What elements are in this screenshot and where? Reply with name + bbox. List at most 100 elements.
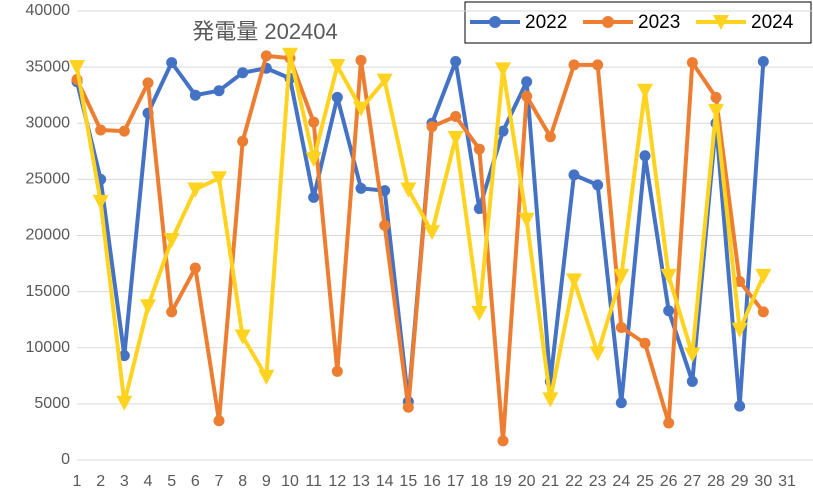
x-tick-label: 15 xyxy=(399,473,417,490)
x-tick-label: 28 xyxy=(707,473,725,490)
data-point xyxy=(92,194,109,210)
data-point xyxy=(637,83,653,99)
data-point xyxy=(305,152,322,168)
x-tick-label: 7 xyxy=(215,473,224,490)
data-point xyxy=(639,337,651,349)
data-point xyxy=(589,346,606,362)
x-tick-label: 4 xyxy=(144,473,153,490)
data-point xyxy=(237,135,249,147)
x-tick-label: 17 xyxy=(447,473,465,490)
y-tick-label: 20000 xyxy=(26,227,71,244)
x-tick-label: 22 xyxy=(565,473,583,490)
data-point xyxy=(189,262,201,274)
data-point xyxy=(355,182,367,194)
legend-label: 2023 xyxy=(638,12,680,33)
x-tick-label: 23 xyxy=(589,473,607,490)
x-tick-label: 30 xyxy=(754,473,772,490)
data-point xyxy=(592,179,604,191)
data-point xyxy=(663,417,675,429)
series-line xyxy=(75,53,765,443)
chart-title: 発電量 202404 xyxy=(192,19,338,44)
x-tick-label: 25 xyxy=(636,473,654,490)
data-point xyxy=(495,62,511,78)
series-line xyxy=(75,59,766,409)
data-point xyxy=(615,397,627,409)
data-point xyxy=(757,56,769,68)
data-point xyxy=(424,225,440,241)
x-tick-label: 16 xyxy=(423,473,441,490)
data-point xyxy=(639,150,651,162)
x-tick-label: 12 xyxy=(328,473,346,490)
data-point xyxy=(234,329,251,345)
x-tick-label: 29 xyxy=(731,473,749,490)
data-point xyxy=(379,219,391,231)
data-point xyxy=(757,306,769,318)
x-tick-label: 21 xyxy=(541,473,559,490)
data-point xyxy=(497,435,509,447)
data-point xyxy=(142,77,154,89)
data-point xyxy=(213,85,225,97)
x-tick-label: 6 xyxy=(191,473,200,490)
data-point xyxy=(282,47,298,63)
data-point xyxy=(544,131,556,143)
data-point xyxy=(237,67,249,79)
x-tick-label: 31 xyxy=(778,473,796,490)
data-point xyxy=(447,130,464,146)
data-point xyxy=(731,322,748,338)
data-point xyxy=(355,54,367,66)
data-point xyxy=(755,268,772,284)
data-point xyxy=(663,305,675,317)
legend-label: 2024 xyxy=(751,12,794,33)
y-tick-label: 0 xyxy=(61,451,70,468)
data-point xyxy=(140,299,156,315)
data-point xyxy=(686,375,698,387)
data-point xyxy=(95,124,107,136)
x-tick-label: 20 xyxy=(518,473,536,490)
data-point xyxy=(166,306,178,318)
data-point xyxy=(211,171,227,187)
data-point xyxy=(213,415,225,427)
legend-marker xyxy=(489,16,501,28)
x-tick-label: 27 xyxy=(683,473,701,490)
data-point xyxy=(497,125,509,137)
data-point xyxy=(69,60,85,76)
data-point xyxy=(615,322,627,334)
series-line xyxy=(75,52,766,405)
data-point xyxy=(684,347,701,363)
legend-marker xyxy=(602,16,614,28)
data-point xyxy=(353,101,369,117)
x-tick-label: 18 xyxy=(470,473,488,490)
data-point xyxy=(660,268,677,284)
y-tick-label: 30000 xyxy=(26,114,71,131)
data-point xyxy=(260,50,272,62)
legend-box xyxy=(464,1,812,44)
x-tick-label: 14 xyxy=(376,473,394,490)
legend-marker xyxy=(713,15,729,30)
data-point xyxy=(471,305,488,321)
data-point xyxy=(400,182,417,198)
data-point xyxy=(566,273,582,289)
x-tick-label: 2 xyxy=(96,473,105,490)
data-point xyxy=(329,59,346,75)
y-tick-label: 15000 xyxy=(26,283,71,300)
x-tick-label: 10 xyxy=(281,473,299,490)
data-point xyxy=(521,76,533,88)
data-point xyxy=(710,91,722,103)
y-tick-label: 40000 xyxy=(26,2,71,19)
data-point xyxy=(258,369,275,385)
x-tick-label: 9 xyxy=(262,473,271,490)
data-point xyxy=(542,392,559,408)
data-point xyxy=(734,400,746,412)
data-point xyxy=(473,143,485,155)
data-point xyxy=(426,121,438,133)
data-point xyxy=(118,350,130,362)
y-tick-label: 5000 xyxy=(34,395,70,412)
data-point xyxy=(331,365,343,377)
y-tick-label: 25000 xyxy=(26,171,71,188)
data-point xyxy=(166,57,178,69)
data-point xyxy=(116,395,133,411)
data-point xyxy=(189,89,201,101)
data-point xyxy=(708,103,724,119)
x-tick-label: 8 xyxy=(238,473,247,490)
